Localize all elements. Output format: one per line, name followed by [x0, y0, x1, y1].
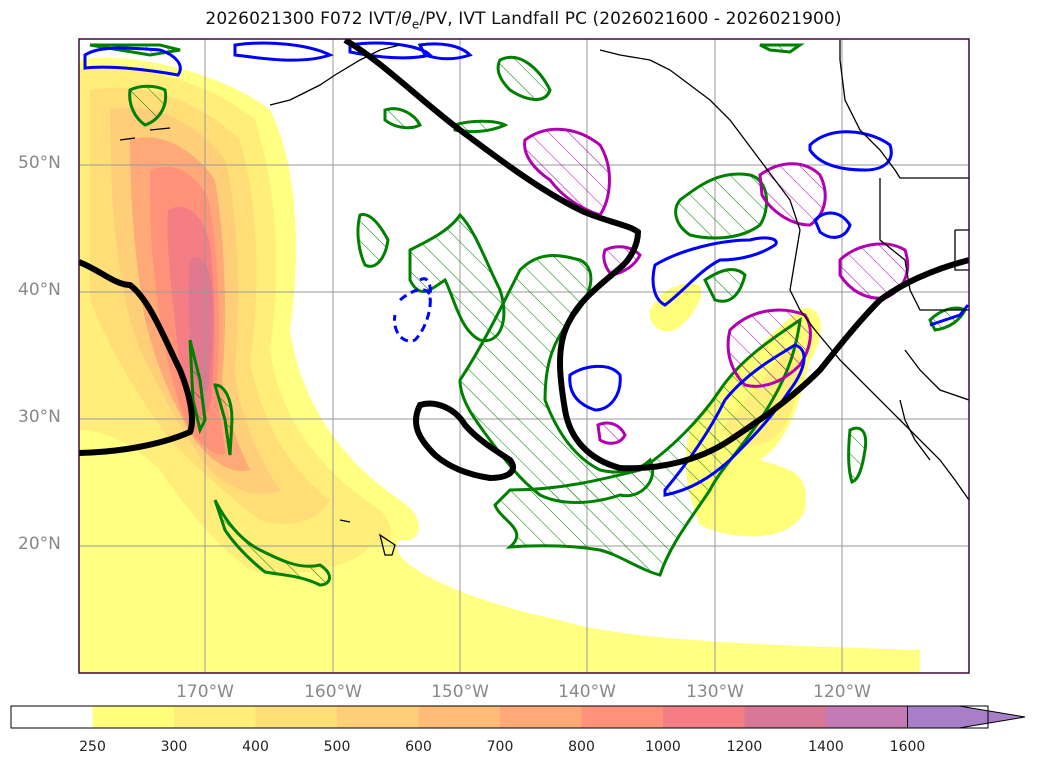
- ivt-colorbar: [10, 705, 1026, 729]
- lat-label-30n: 30°N: [18, 407, 61, 427]
- colorbar-tick-label: 400: [242, 739, 269, 755]
- pv-contours-green: [89, 43, 968, 587]
- colorbar-swatch: [663, 706, 745, 728]
- colorbar-tick-label: 500: [323, 739, 351, 755]
- colorbar-swatch: [174, 706, 256, 728]
- landfall-pc-contours: [523, 127, 910, 445]
- lon-label-160w: 160°W: [304, 682, 362, 702]
- colorbar-tick-label: 1600: [889, 739, 926, 755]
- colorbar-swatch: [418, 706, 500, 728]
- lat-label-50n: 50°N: [18, 153, 61, 173]
- theta-e-contours: [79, 39, 969, 482]
- colorbar-tick-label: 700: [486, 739, 514, 755]
- colorbar-tick-label: 300: [160, 739, 188, 755]
- lon-label-150w: 150°W: [431, 682, 489, 702]
- colorbar-tick-label: 1400: [808, 739, 844, 755]
- lat-label-40n: 40°N: [18, 280, 61, 300]
- colorbar-swatch: [11, 706, 93, 728]
- map-title: 2026021300 F072 IVT/θe/PV, IVT Landfall …: [205, 9, 842, 32]
- colorbar-tick-label: 1200: [726, 739, 763, 755]
- colorbar-swatch: [255, 706, 337, 728]
- lat-label-20n: 20°N: [18, 534, 61, 554]
- lon-label-130w: 130°W: [686, 682, 744, 702]
- colorbar-swatch: [337, 706, 419, 728]
- colorbar-swatch: [500, 706, 582, 728]
- lon-label-120w: 120°W: [813, 682, 871, 702]
- weather-map: [78, 38, 970, 674]
- map-frame: [78, 38, 970, 674]
- colorbar-swatch: [92, 706, 174, 728]
- colorbar-tick-label: 600: [405, 739, 432, 755]
- colorbar-extend-arrow: [907, 705, 1026, 729]
- coastlines: [119, 40, 969, 556]
- colorbar-swatch: [826, 706, 908, 728]
- colorbar-tick-label: 1000: [645, 739, 681, 755]
- colorbar-swatch: [744, 706, 826, 728]
- colorbar-tick-label: 800: [568, 739, 595, 755]
- colorbar-swatch: [581, 706, 663, 728]
- colorbar-tick-label: 250: [79, 739, 106, 755]
- lon-label-170w: 170°W: [176, 682, 234, 702]
- lon-label-140w: 140°W: [558, 682, 616, 702]
